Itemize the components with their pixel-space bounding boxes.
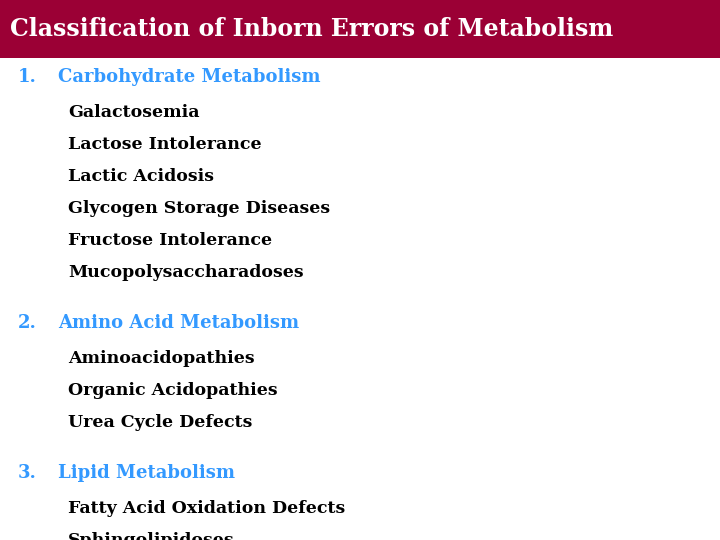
Text: Glycogen Storage Diseases: Glycogen Storage Diseases (68, 200, 330, 217)
Text: Amino Acid Metabolism: Amino Acid Metabolism (58, 314, 299, 332)
Text: Sphingolipidoses: Sphingolipidoses (68, 532, 235, 540)
Text: Carbohydrate Metabolism: Carbohydrate Metabolism (58, 68, 320, 86)
Text: 2.: 2. (18, 314, 37, 332)
Text: 1.: 1. (18, 68, 37, 86)
Text: Mucopolysaccharadoses: Mucopolysaccharadoses (68, 264, 304, 281)
Bar (0, 0, 720, 58)
Text: 3.: 3. (18, 464, 37, 482)
Text: Aminoacidopathies: Aminoacidopathies (68, 350, 255, 367)
Text: Urea Cycle Defects: Urea Cycle Defects (68, 414, 253, 431)
Text: Organic Acidopathies: Organic Acidopathies (68, 382, 278, 399)
Text: Fatty Acid Oxidation Defects: Fatty Acid Oxidation Defects (68, 500, 346, 517)
Text: Fructose Intolerance: Fructose Intolerance (68, 232, 272, 249)
Text: Lactose Intolerance: Lactose Intolerance (68, 136, 261, 153)
Text: Lactic Acidosis: Lactic Acidosis (68, 168, 214, 185)
Text: Lipid Metabolism: Lipid Metabolism (58, 464, 235, 482)
Text: Galactosemia: Galactosemia (68, 104, 199, 121)
Text: Classification of Inborn Errors of Metabolism: Classification of Inborn Errors of Metab… (10, 17, 613, 41)
